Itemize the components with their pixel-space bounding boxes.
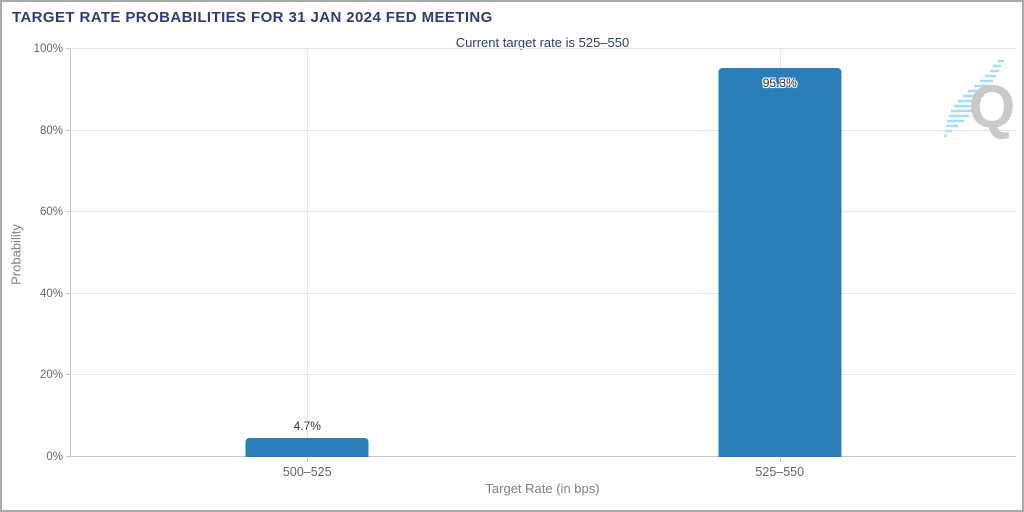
chart-title: TARGET RATE PROBABILITIES FOR 31 JAN 202… — [12, 9, 493, 26]
y-tick-label: 40% — [39, 287, 63, 300]
y-gridline — [71, 374, 1016, 376]
bar-value-label: 95.3% — [762, 76, 797, 91]
bar-value-label: 4.7% — [293, 418, 321, 433]
category-gridline — [307, 49, 309, 457]
y-gridline — [71, 456, 1016, 457]
x-category-label: 525–550 — [755, 465, 805, 479]
y-tick-label: 0% — [46, 451, 63, 463]
y-gridline — [71, 292, 1016, 294]
y-tick-label: 80% — [39, 124, 63, 137]
x-tick-mark — [779, 457, 781, 462]
x-category-label: 500–525 — [282, 465, 332, 479]
speed-lines-icon — [944, 59, 1004, 138]
y-tick-label: 20% — [39, 369, 63, 382]
y-tick-label: 60% — [39, 206, 63, 219]
y-gridline — [71, 211, 1016, 213]
x-tick-mark — [307, 457, 309, 462]
y-gridline — [71, 48, 1016, 49]
y-axis-title: Probability — [8, 224, 24, 285]
bar-500-525[interactable] — [245, 437, 369, 457]
y-tick-label: 100% — [33, 43, 63, 55]
x-axis-title: Target Rate (in bps) — [485, 481, 600, 496]
plot-area: 0% 20% 40% 60% 80% 100% 4.7% 500–525 95.3% 525–55… — [34, 43, 1016, 479]
y-tick-mark — [66, 456, 71, 457]
watermark-q-letter: Q — [969, 73, 1016, 140]
y-tick-mark — [66, 129, 71, 131]
y-tick-mark — [66, 211, 71, 213]
chart-subtitle: Current target rate is 525–550 — [455, 35, 630, 50]
y-gridline — [71, 129, 1016, 131]
watermark-logo: Q — [944, 59, 1016, 140]
bar-525-550[interactable] — [718, 68, 842, 457]
y-tick-mark — [66, 292, 71, 294]
y-tick-mark — [66, 374, 71, 376]
y-tick-mark — [66, 48, 71, 49]
